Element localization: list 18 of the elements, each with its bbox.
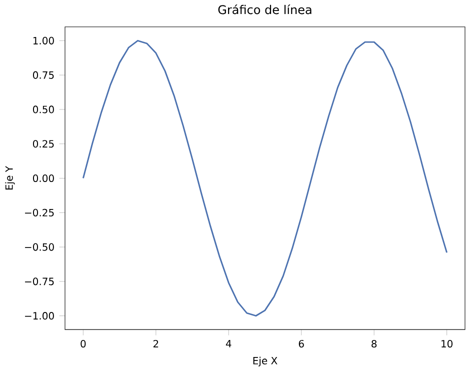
y-tick-label: 0.25 — [33, 140, 54, 148]
y-tick-label: 1.00 — [33, 36, 54, 45]
y-tick-label: −0.50 — [25, 243, 54, 251]
x-tick-label: 8 — [372, 340, 377, 348]
y-tick-label: −1.00 — [25, 312, 54, 320]
y-axis-title: Eje Y — [5, 166, 15, 190]
y-tick-label: 0.50 — [33, 106, 54, 114]
y-tick-label: −0.25 — [25, 208, 54, 217]
x-axis-title: Eje X — [253, 356, 278, 366]
y-tick-label: 0.00 — [33, 174, 54, 182]
x-tick-label: 6 — [298, 340, 304, 348]
y-tick-label: −0.75 — [25, 278, 54, 286]
y-tick-label: 0.75 — [33, 71, 54, 79]
x-tick-label: 2 — [153, 340, 158, 348]
chart-title: Gráfico de línea — [218, 4, 312, 14]
x-tick-label: 4 — [226, 340, 232, 348]
x-tick-label: 0 — [80, 340, 86, 348]
x-tick-label: 10 — [442, 340, 452, 348]
